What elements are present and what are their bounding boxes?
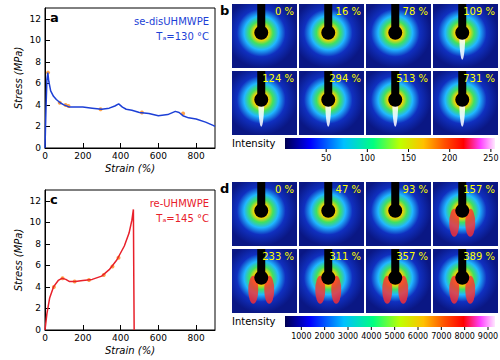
svg-text:6000: 6000 — [408, 332, 428, 341]
svg-text:Intensity: Intensity — [232, 138, 276, 149]
svg-text:c: c — [50, 192, 58, 207]
svg-text:Stress (MPa): Stress (MPa) — [13, 47, 24, 110]
svg-text:294 %: 294 % — [329, 73, 361, 84]
svg-text:400: 400 — [112, 333, 129, 343]
svg-text:8: 8 — [35, 57, 41, 67]
svg-text:Tₐ=145 °C: Tₐ=145 °C — [155, 213, 209, 224]
svg-text:2000: 2000 — [314, 332, 334, 341]
svg-text:10: 10 — [30, 217, 42, 227]
svg-text:311 %: 311 % — [329, 251, 361, 262]
svg-text:0 %: 0 % — [275, 6, 294, 17]
svg-text:0: 0 — [35, 143, 41, 153]
svg-text:47 %: 47 % — [336, 184, 361, 195]
svg-text:9000: 9000 — [478, 332, 498, 341]
svg-text:357 %: 357 % — [396, 251, 428, 262]
svg-text:0 %: 0 % — [275, 184, 294, 195]
svg-text:157 %: 157 % — [463, 184, 495, 195]
svg-text:6: 6 — [35, 260, 41, 270]
svg-text:1000: 1000 — [291, 332, 311, 341]
svg-text:731 %: 731 % — [463, 73, 495, 84]
svg-text:10: 10 — [30, 35, 42, 45]
svg-text:5000: 5000 — [384, 332, 404, 341]
svg-text:389 %: 389 % — [463, 251, 495, 262]
svg-text:8000: 8000 — [454, 332, 474, 341]
svg-text:a: a — [50, 10, 59, 25]
svg-text:Stress (MPa): Stress (MPa) — [13, 229, 24, 292]
svg-text:re-UHMWPE: re-UHMWPE — [150, 198, 209, 209]
svg-text:6: 6 — [35, 78, 41, 88]
svg-text:233 %: 233 % — [262, 251, 294, 262]
svg-text:200: 200 — [74, 333, 91, 343]
svg-text:Strain (%): Strain (%) — [105, 163, 155, 174]
svg-text:513 %: 513 % — [396, 73, 428, 84]
svg-text:124 %: 124 % — [262, 73, 294, 84]
svg-text:4: 4 — [35, 100, 41, 110]
svg-text:600: 600 — [150, 151, 167, 161]
svg-text:3000: 3000 — [338, 332, 358, 341]
svg-text:8: 8 — [35, 239, 41, 249]
svg-text:2: 2 — [35, 303, 41, 313]
svg-text:78 %: 78 % — [403, 6, 428, 17]
svg-text:2: 2 — [35, 121, 41, 131]
svg-text:d: d — [220, 181, 229, 196]
svg-text:12: 12 — [30, 196, 41, 206]
svg-text:4000: 4000 — [361, 332, 381, 341]
svg-text:150: 150 — [401, 154, 416, 163]
svg-text:800: 800 — [188, 151, 205, 161]
svg-text:109 %: 109 % — [463, 6, 495, 17]
svg-text:100: 100 — [360, 154, 375, 163]
svg-text:200: 200 — [74, 151, 91, 161]
svg-text:4: 4 — [35, 282, 41, 292]
svg-text:600: 600 — [150, 333, 167, 343]
svg-text:7000: 7000 — [431, 332, 451, 341]
svg-text:200: 200 — [442, 154, 457, 163]
svg-text:12: 12 — [30, 14, 41, 24]
svg-text:Tₐ=130 °C: Tₐ=130 °C — [155, 31, 209, 42]
svg-text:800: 800 — [188, 333, 205, 343]
svg-text:Intensity: Intensity — [232, 316, 276, 327]
svg-text:93 %: 93 % — [403, 184, 428, 195]
svg-text:400: 400 — [112, 151, 129, 161]
svg-text:0: 0 — [42, 333, 48, 343]
svg-text:250: 250 — [483, 154, 498, 163]
svg-text:0: 0 — [42, 151, 48, 161]
svg-text:b: b — [220, 3, 229, 18]
svg-text:Strain (%): Strain (%) — [105, 345, 155, 356]
svg-text:se-disUHMWPE: se-disUHMWPE — [134, 16, 209, 27]
svg-text:50: 50 — [321, 154, 331, 163]
svg-text:0: 0 — [35, 325, 41, 335]
svg-text:16 %: 16 % — [336, 6, 361, 17]
